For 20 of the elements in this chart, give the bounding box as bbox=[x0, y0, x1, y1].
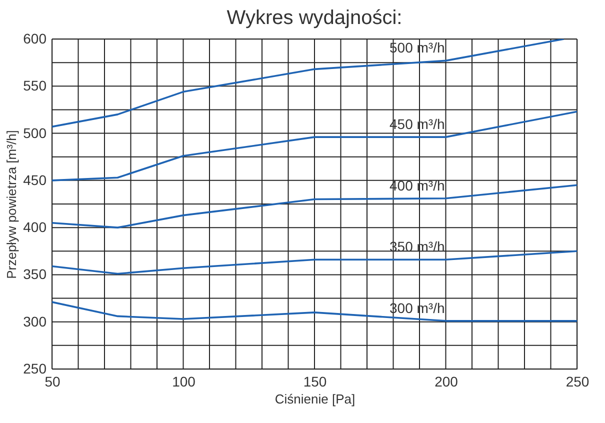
y-axis-title: Przepływ powietrza [m³/h] bbox=[4, 130, 20, 279]
y-tick-label: 250 bbox=[23, 360, 47, 376]
x-tick-label: 100 bbox=[172, 374, 196, 390]
y-tick-label: 600 bbox=[23, 30, 47, 46]
chart-title: Wykres wydajności: bbox=[226, 7, 402, 29]
x-tick-label: 200 bbox=[434, 374, 458, 390]
line-series bbox=[52, 39, 565, 128]
y-tick-label: 450 bbox=[23, 172, 47, 188]
x-tick-label: 150 bbox=[303, 374, 327, 390]
y-tick-label: 350 bbox=[23, 266, 47, 282]
x-tick-label: 50 bbox=[44, 374, 60, 390]
x-axis-title: Ciśnienie [Pa] bbox=[274, 392, 356, 406]
line-series bbox=[52, 250, 577, 275]
x-tick-label: 250 bbox=[566, 374, 590, 390]
y-tick-label: 400 bbox=[23, 219, 47, 236]
y-tick-label: 550 bbox=[23, 78, 47, 94]
line-series bbox=[52, 301, 577, 322]
y-tick-label: 300 bbox=[23, 313, 47, 330]
y-tick-label: 500 bbox=[23, 124, 47, 141]
line-series bbox=[52, 110, 577, 182]
